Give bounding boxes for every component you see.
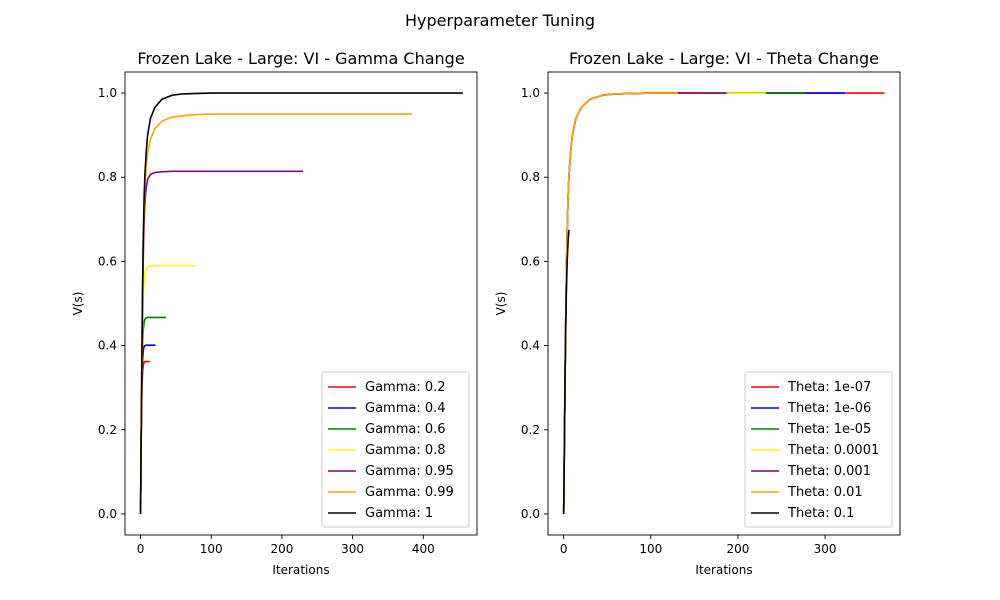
legend-box (321, 371, 470, 528)
series-line-5 (139, 170, 304, 514)
x-axis-label: Iterations (695, 563, 752, 577)
y-tick-label: 0.2 (521, 423, 540, 437)
series-line-4 (562, 92, 766, 514)
y-tick-label: 1.0 (521, 86, 540, 100)
y-tick-label: 1.0 (98, 86, 117, 100)
subplot-1: Frozen Lake - Large: VI - Gamma Change 0 1… (71, 49, 478, 577)
legend-label: Gamma: 0.2 (365, 380, 446, 395)
legend-label: Theta: 0.001 (787, 464, 871, 479)
legend-label: Theta: 0.1 (787, 506, 854, 521)
legend-label: Theta: 0.01 (787, 485, 863, 500)
series-line-7 (139, 92, 463, 514)
y-tick-label: 0.8 (98, 170, 117, 184)
legend-box (744, 371, 893, 528)
y-tick-label: 0.8 (521, 170, 540, 184)
legend-label: Gamma: 0.6 (365, 422, 446, 437)
legend-label: Gamma: 0.4 (365, 401, 446, 416)
legend-label: Theta: 1e-07 (787, 380, 871, 395)
series-lines (562, 92, 885, 514)
y-tick-label: 0.6 (98, 254, 117, 268)
x-tick-label: 400 (412, 542, 435, 556)
y-axis-label: V(s) (71, 292, 85, 316)
legend-label: Gamma: 1 (365, 506, 433, 521)
x-tick-label: 300 (814, 542, 837, 556)
y-tick-label: 0.0 (521, 507, 540, 521)
legend-label: Theta: 0.0001 (787, 443, 879, 458)
x-tick-label: 0 (560, 542, 568, 556)
axes-frame (547, 71, 901, 536)
x-tick-label: 100 (639, 542, 662, 556)
series-lines (139, 92, 463, 514)
x-tick-label: 100 (200, 542, 223, 556)
figure-suptitle: Hyperparameter Tuning (405, 11, 595, 30)
axes-frame (124, 71, 478, 536)
x-tick-label: 300 (341, 542, 364, 556)
y-tick-label: 0.4 (521, 339, 540, 353)
series-line-5 (562, 92, 727, 514)
y-tick-label: 0.0 (98, 507, 117, 521)
x-tick-label: 200 (726, 542, 749, 556)
chart-title: Frozen Lake - Large: VI - Gamma Change (137, 49, 464, 68)
y-axis-label: V(s) (494, 292, 508, 316)
x-axis-label: Iterations (272, 563, 329, 577)
legend-label: Gamma: 0.99 (365, 485, 454, 500)
series-line-2 (139, 344, 156, 514)
legend-label: Theta: 1e-06 (787, 401, 871, 416)
series-line-6 (562, 92, 678, 514)
series-line-7 (562, 229, 570, 514)
legend-label: Theta: 1e-05 (787, 422, 871, 437)
legend-label: Gamma: 0.8 (365, 443, 446, 458)
x-tick-label: 200 (270, 542, 293, 556)
y-tick-label: 0.4 (98, 339, 117, 353)
y-tick-label: 0.6 (521, 254, 540, 268)
x-tick-label: 0 (137, 542, 145, 556)
legend: Gamma: 0.2 Gamma: 0.4 Gamma: 0.6 Gamma: 0.8… (321, 371, 470, 528)
subplot-2: Frozen Lake - Large: VI - Theta Change 0 1… (494, 49, 901, 577)
legend-label: Gamma: 0.95 (365, 464, 454, 479)
legend: Theta: 1e-07 Theta: 1e-06 Theta: 1e-05 Thet… (744, 371, 893, 528)
subplots: Frozen Lake - Large: VI - Gamma Change 0 1… (71, 49, 901, 577)
chart-title: Frozen Lake - Large: VI - Theta Change (569, 49, 879, 68)
series-line-4 (139, 264, 195, 514)
y-tick-label: 0.2 (98, 423, 117, 437)
